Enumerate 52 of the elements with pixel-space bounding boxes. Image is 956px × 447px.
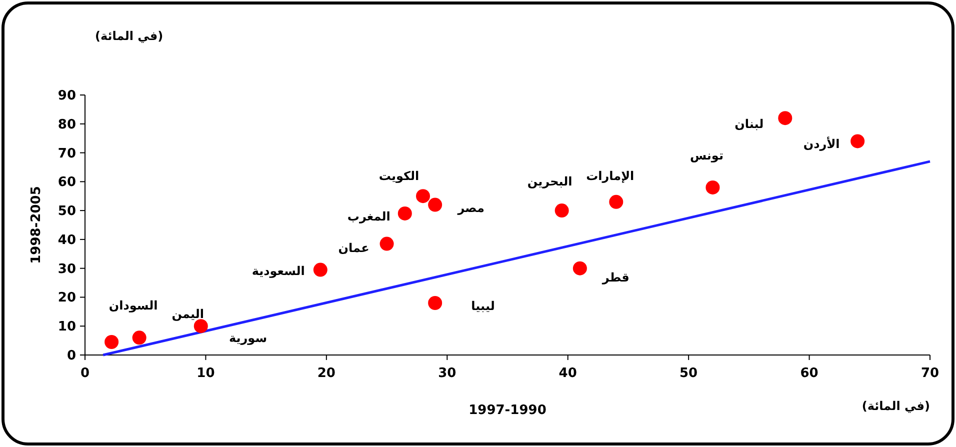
point [132, 330, 146, 345]
annotation: الكويت [378, 169, 420, 184]
point [428, 198, 442, 212]
x-tick-label: 10 [196, 366, 215, 381]
y-axis-title: 1998-2005 [29, 186, 44, 264]
point [706, 180, 720, 194]
annotation: اليمن [172, 307, 204, 322]
y-tick-label: 40 [58, 232, 76, 248]
y-tick-label: 30 [58, 262, 76, 277]
point [572, 261, 587, 276]
point [554, 204, 569, 218]
text: (في المائة) [862, 399, 930, 413]
point [778, 111, 792, 126]
x-tick-label: 50 [680, 366, 698, 381]
y-tick-label: 50 [58, 204, 76, 220]
annotation: الإمارات [586, 168, 634, 183]
point [398, 206, 412, 220]
annotation: سورية [228, 331, 268, 345]
y-tick-label: 80 [58, 117, 76, 132]
x-tick-label: 70 [920, 366, 940, 381]
point [416, 189, 430, 204]
annotation: ليبيا [471, 299, 495, 313]
y-tick-label: 70 [58, 146, 76, 162]
text: (في المائة) [95, 29, 164, 43]
annotation: السعودية [252, 264, 305, 278]
annotation: مصر [456, 200, 484, 215]
point [313, 262, 328, 277]
annotation: السودان [108, 298, 158, 313]
y-tick-label: 20 [58, 290, 76, 306]
y-tick-label: 0 [66, 348, 76, 364]
annotation: البحرين [527, 174, 572, 189]
y-tick-label: 60 [58, 175, 76, 190]
annotation: الأردن [803, 136, 840, 152]
annotation: تونس [690, 148, 724, 162]
point [850, 134, 865, 148]
x-tick-label: 30 [438, 366, 456, 381]
x-tick-label: 40 [558, 366, 577, 381]
point [380, 236, 394, 251]
x-tick-label: 60 [800, 366, 818, 381]
annotation: قطر [601, 270, 630, 284]
x-tick-label: 20 [317, 366, 336, 381]
annotation: عمان [338, 240, 370, 255]
point [104, 335, 119, 349]
annotation: المغرب [347, 209, 390, 224]
annotation: لبنان [734, 117, 764, 132]
point [428, 296, 442, 310]
y-tick-label: 90 [58, 88, 76, 104]
x-axis-title: 1997-1990 [468, 403, 546, 418]
point [609, 194, 624, 209]
y-tick-label: 10 [58, 320, 76, 335]
point [194, 319, 208, 334]
x-tick-label: 0 [80, 366, 90, 381]
